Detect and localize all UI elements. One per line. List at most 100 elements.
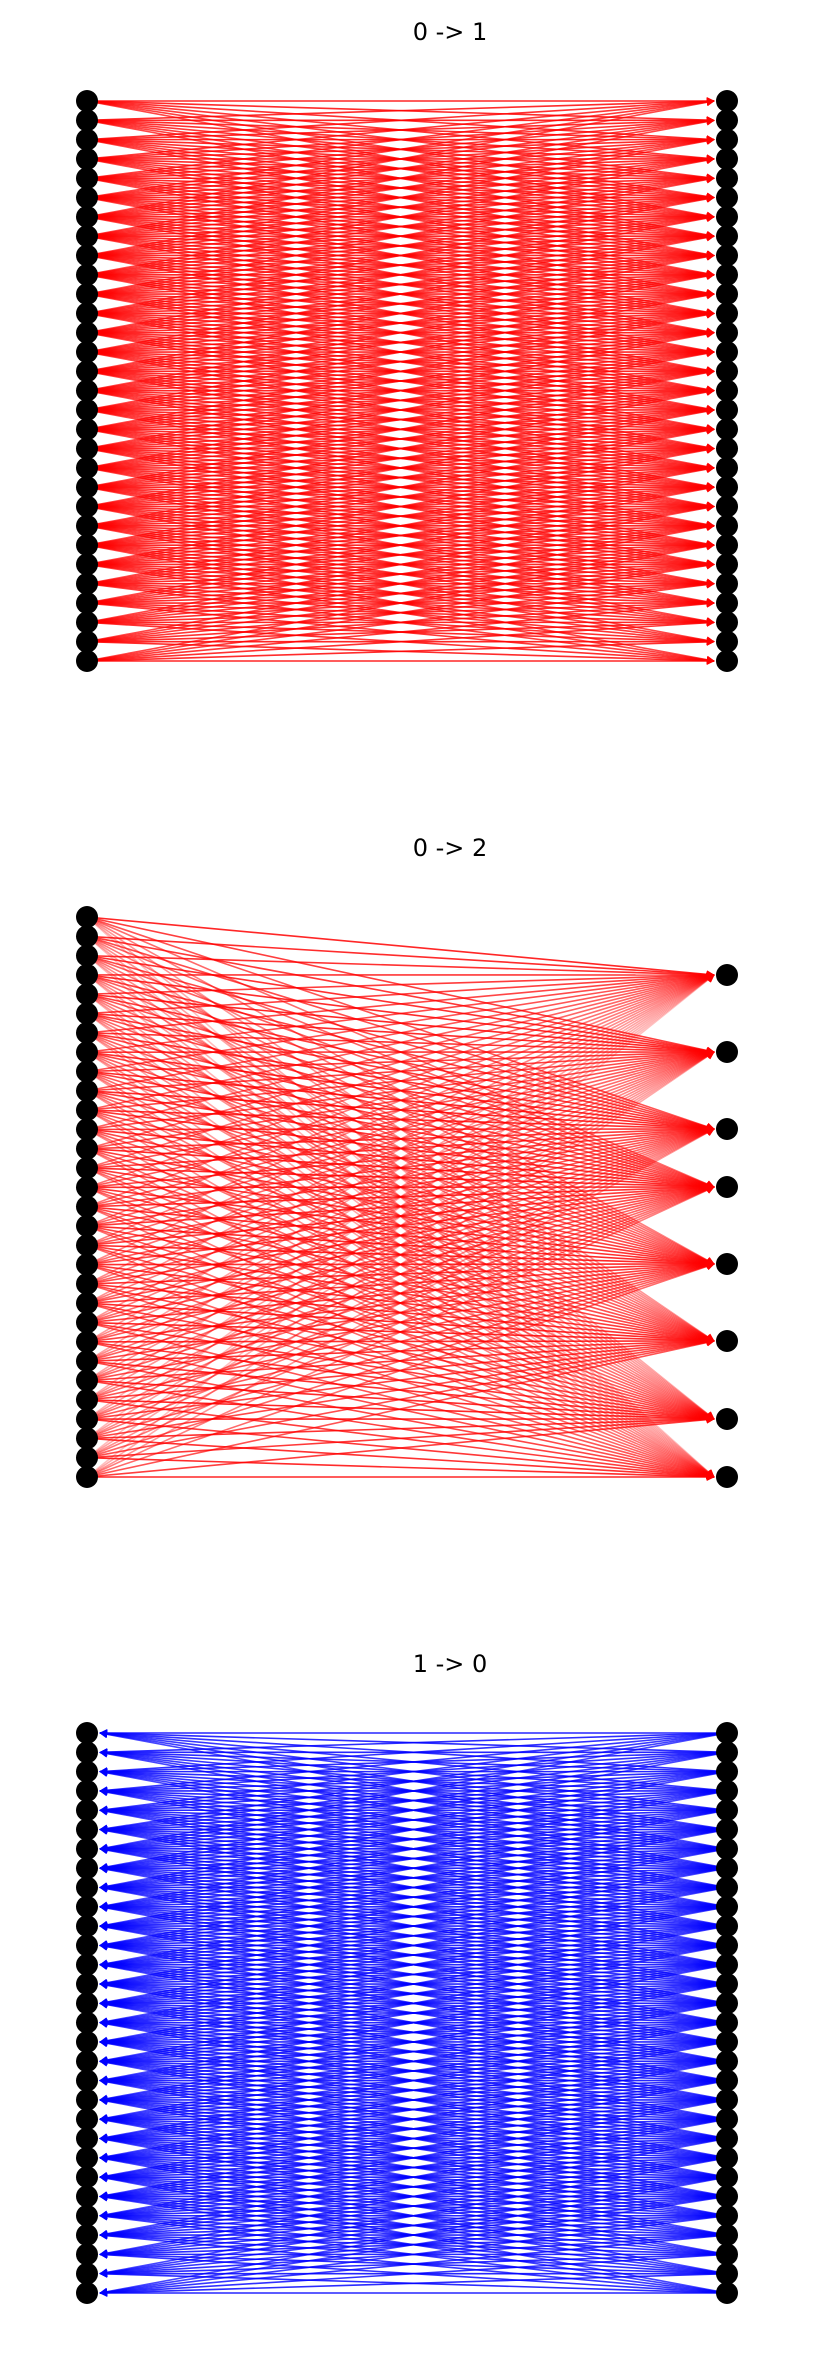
left-node: [76, 1041, 98, 1064]
edge: [86, 136, 715, 257]
right-node: [716, 592, 738, 615]
edge: [99, 2021, 728, 2142]
left-node: [76, 983, 98, 1006]
left-node: [76, 1021, 98, 1044]
edge: [99, 1732, 728, 1852]
edge: [86, 974, 715, 1459]
left-node: [76, 1973, 98, 1996]
edge: [86, 1262, 715, 1440]
left-node: [76, 963, 98, 986]
edge: [99, 2214, 728, 2297]
left-node: [76, 2204, 98, 2227]
edge: [86, 542, 715, 662]
right-node: [716, 2069, 738, 2092]
edge: [86, 974, 715, 1440]
edge: [86, 426, 715, 546]
edge: [86, 1338, 715, 1478]
edge: [86, 974, 715, 1247]
edge: [99, 1925, 728, 2045]
edge: [86, 971, 715, 1015]
right-node: [716, 1992, 738, 2015]
left-node: [76, 302, 98, 325]
right-node: [716, 360, 738, 383]
edge: [86, 972, 715, 1073]
right-node: [716, 147, 738, 170]
right-node: [716, 495, 738, 518]
left-node: [76, 1118, 98, 1141]
edge: [86, 618, 715, 662]
edge: [86, 973, 715, 1150]
edge: [86, 252, 715, 373]
edge: [86, 388, 715, 508]
edge: [99, 2118, 728, 2219]
right-node: [716, 456, 738, 479]
left-node: [76, 1818, 98, 1841]
right-node: [716, 2243, 738, 2266]
left-node: [76, 186, 98, 209]
right-node: [716, 476, 738, 499]
left-node: [76, 1779, 98, 1802]
left-node: [76, 1799, 98, 1822]
edge: [86, 1415, 715, 1478]
edge: [86, 175, 715, 276]
edge: [99, 2234, 728, 2297]
right-node: [716, 2108, 738, 2131]
edge: [99, 1732, 728, 1795]
edge: [86, 1050, 715, 1266]
edge: [86, 252, 715, 353]
left-node: [76, 1311, 98, 1334]
left-node: [76, 1953, 98, 1976]
edge: [86, 599, 715, 662]
right-node: [716, 418, 738, 441]
edge: [99, 1867, 728, 1968]
left-node: [76, 1466, 98, 1488]
edge: [86, 1127, 715, 1343]
edge: [86, 561, 715, 662]
node-group: [76, 906, 738, 1488]
right-node: [716, 514, 738, 537]
edge: [86, 97, 715, 141]
left-node: [76, 1330, 98, 1353]
edge: [86, 971, 715, 1053]
edge: [99, 2176, 728, 2296]
edge: [86, 974, 715, 1324]
edge: [99, 2157, 728, 2258]
edge: [86, 973, 715, 1208]
edge: [86, 484, 715, 604]
edge: [86, 156, 715, 276]
right-node: [716, 2166, 738, 2189]
left-node: [76, 2069, 98, 2092]
right-node: [716, 1876, 738, 1899]
edge: [99, 1809, 728, 1929]
left-node: [76, 283, 98, 306]
edge: [86, 972, 715, 1111]
edge: [99, 1925, 728, 2026]
edge: [99, 1906, 728, 2026]
edge: [86, 1262, 715, 1478]
edge: [86, 445, 715, 546]
left-node: [76, 2243, 98, 2266]
left-node: [76, 2011, 98, 2034]
edge: [86, 1128, 715, 1420]
right-node: [716, 186, 738, 209]
left-node: [76, 650, 98, 672]
right-node: [716, 1760, 738, 1783]
edge: [99, 2002, 728, 2122]
edge: [86, 1126, 715, 1285]
edge: [99, 2002, 728, 2103]
edge: [86, 1051, 715, 1459]
edge: [99, 2079, 728, 2180]
edge: [86, 1456, 715, 1481]
right-node: [716, 2146, 738, 2169]
edge: [99, 1828, 728, 1949]
left-node: [76, 553, 98, 576]
edge: [86, 974, 715, 1401]
right-node: [716, 1253, 738, 1275]
edge: [86, 1261, 715, 1420]
edge: [99, 1770, 728, 1891]
edge: [86, 214, 715, 315]
edge: [86, 522, 715, 624]
edge: [86, 271, 715, 373]
edge: [86, 97, 715, 180]
edge: [86, 1338, 715, 1440]
